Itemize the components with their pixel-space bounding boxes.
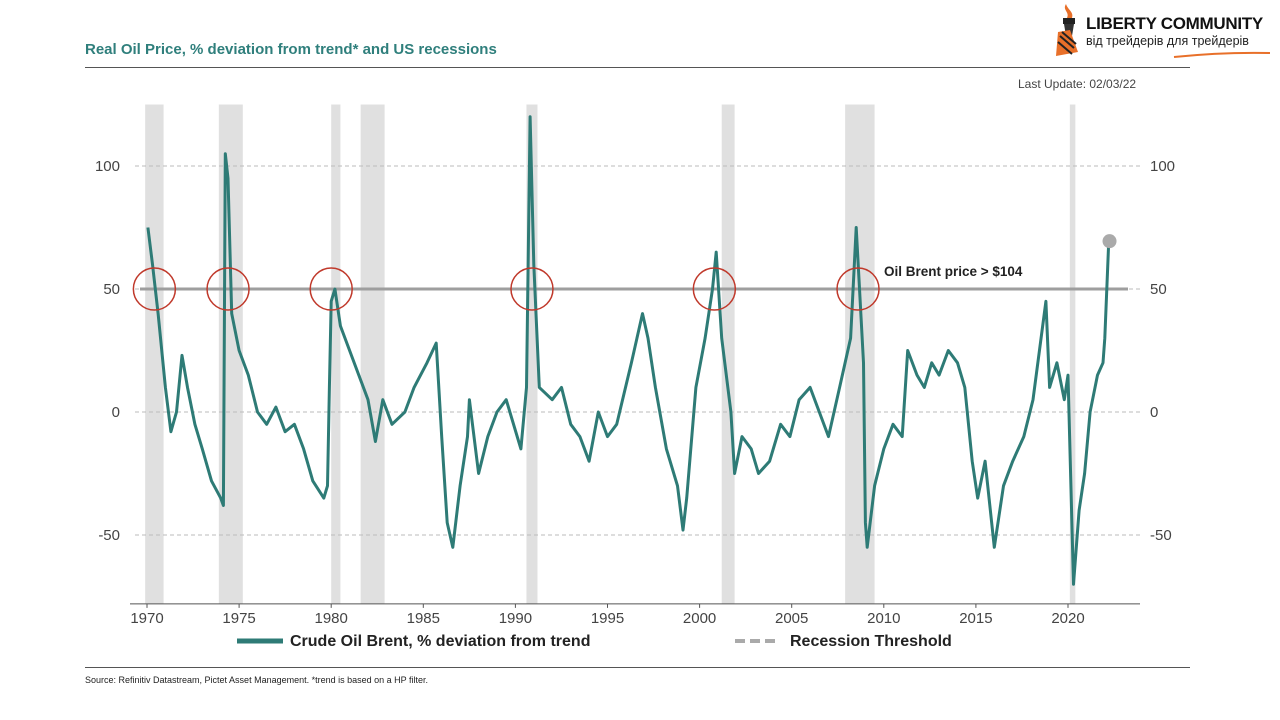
recession-band [1069,104,1076,604]
y-tick-label-left: 0 [112,404,120,421]
recession-band [721,104,735,604]
threshold-crossing-circle [132,267,177,311]
recession-band [360,104,385,604]
x-tick-label: 2000 [683,610,716,627]
last-update: Last Update: 02/03/22 [1018,77,1137,91]
threshold-annotation: Oil Brent price > $104 [884,264,1023,279]
legend-label-series: Crude Oil Brent, % deviation from trend [290,633,590,650]
logo-title: LIBERTY COMMUNITY [1086,14,1263,33]
threshold-crossing-circle [206,267,250,311]
x-tick-label: 1995 [591,610,624,627]
latest-value-marker [1102,234,1117,249]
source-note: Source: Refinitiv Datastream, Pictet Ass… [85,675,429,685]
header-divider [85,67,1190,68]
legend-label-threshold: Recession Threshold [790,633,952,650]
threshold-crossing-circle [309,267,353,311]
legend: Crude Oil Brent, % deviation from trend … [237,633,952,650]
x-tick-label: 1985 [407,610,440,627]
liberty-community-logo: LIBERTY COMMUNITY від трейдерів для трей… [1052,2,1272,62]
y-tick-label-left: 100 [95,158,120,175]
y-tick-label-left: -50 [98,527,120,544]
recession-band [145,104,164,604]
x-tick-label: 2010 [867,610,900,627]
recession-band [526,104,538,604]
x-tick-label: 2005 [775,610,808,627]
x-tick-label: 2020 [1051,610,1084,627]
x-tick-label: 1980 [315,610,348,627]
y-tick-label-right: 50 [1150,281,1167,298]
recession-band [331,104,341,604]
threshold-crossing-circle [692,267,737,311]
x-tick-label: 1990 [499,610,532,627]
x-tick-label: 2015 [959,610,992,627]
torch-icon [1056,4,1078,56]
threshold-crossing-circle [836,267,880,311]
y-tick-label-right: -50 [1150,527,1172,544]
y-tick-label-right: 100 [1150,158,1175,175]
series-line-crude-oil-brent [146,115,1110,586]
chart-title: Real Oil Price, % deviation from trend* … [85,41,497,58]
logo-subtitle: від трейдерів для трейдерів [1086,34,1249,48]
threshold-crossing-circle [510,267,554,311]
footer-divider [85,667,1190,668]
x-tick-label: 1975 [222,610,255,627]
y-tick-label-left: 50 [103,281,120,298]
logo-underline [1173,51,1271,58]
y-tick-label-right: 0 [1150,404,1158,421]
x-tick-label: 1970 [130,610,163,627]
